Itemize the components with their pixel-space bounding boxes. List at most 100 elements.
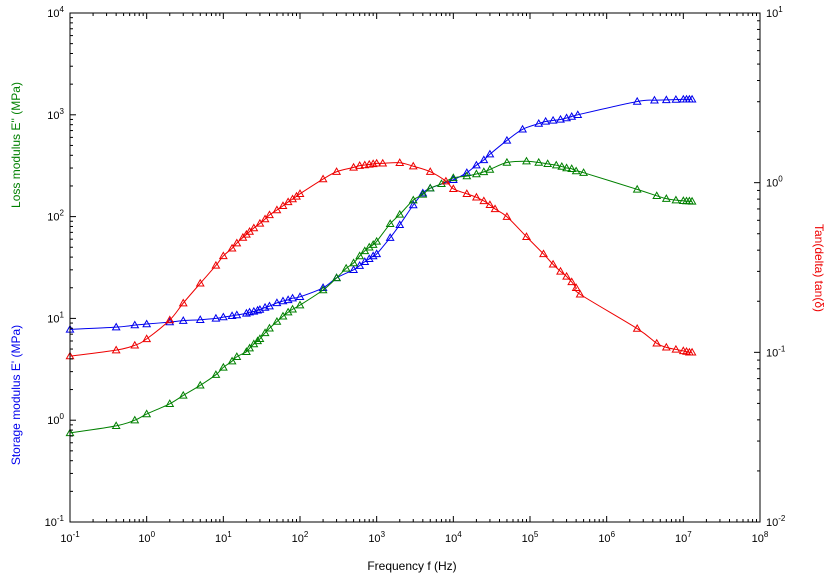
data-point-storage-modulus-e [211, 313, 221, 322]
data-point-loss-modulus-e [272, 317, 282, 325]
data-point-loss-modulus-e [165, 399, 175, 407]
data-point-storage-modulus-e [567, 111, 577, 120]
y-left-tick-label: 104 [47, 5, 64, 20]
data-point-loss-modulus-e [485, 164, 495, 173]
y-left-tick-label: 100 [47, 412, 64, 427]
data-point-tan-delta-tan [441, 176, 451, 185]
data-point-loss-modulus-e [687, 196, 697, 205]
data-point-tan-delta-tan [111, 345, 121, 354]
data-point-tan-delta-tan [671, 344, 681, 353]
data-point-loss-modulus-e [255, 334, 265, 343]
y-right-tick-label: 10-1 [766, 344, 786, 359]
data-point-tan-delta-tan [632, 323, 642, 332]
x-tick-label: 107 [675, 530, 692, 545]
y-right-tick-label: 100 [766, 175, 783, 190]
data-point-storage-modulus-e [548, 115, 558, 124]
data-point-loss-modulus-e [534, 157, 544, 166]
data-point-loss-modulus-e [278, 311, 288, 320]
data-point-tan-delta-tan [479, 196, 489, 205]
data-point-storage-modulus-e [573, 110, 583, 118]
data-point-loss-modulus-e [265, 323, 274, 332]
x-tick-label: 104 [445, 530, 462, 545]
data-point-loss-modulus-e [408, 195, 418, 204]
data-point-storage-modulus-e [218, 312, 228, 321]
x-tick-label: 106 [598, 530, 615, 545]
data-point-tan-delta-tan [355, 161, 365, 169]
data-point-storage-modulus-e [649, 95, 659, 104]
data-point-tan-delta-tan [485, 200, 495, 209]
data-point-loss-modulus-e [332, 273, 342, 282]
data-point-storage-modulus-e [479, 155, 489, 164]
data-point-tan-delta-tan [687, 347, 697, 356]
data-point-storage-modulus-e [502, 135, 512, 144]
data-point-loss-modulus-e [551, 160, 561, 169]
data-point-tan-delta-tan [292, 191, 301, 200]
data-point-storage-modulus-e [253, 305, 263, 314]
data-point-tan-delta-tan [142, 334, 152, 343]
data-point-tan-delta-tan [178, 298, 188, 307]
data-point-loss-modulus-e [364, 242, 374, 251]
data-point-storage-modulus-e [541, 116, 551, 125]
data-point-loss-modulus-e [462, 171, 472, 180]
y-left-tick-label: 103 [47, 107, 64, 122]
x-tick-label: 101 [215, 530, 232, 545]
axes-layer: 10-1 100 101 102 103 104 105 106 107 108 10-1 100 10… [45, 5, 786, 545]
data-point-loss-modulus-e [385, 219, 395, 227]
data-point-storage-modulus-e [471, 160, 481, 169]
data-point-tan-delta-tan [372, 158, 382, 167]
data-point-storage-modulus-e [241, 308, 251, 317]
y-left-tick-label: 10-1 [45, 514, 65, 529]
data-point-storage-modulus-e [385, 233, 395, 241]
data-point-storage-modulus-e [295, 292, 305, 300]
data-point-loss-modulus-e [567, 164, 577, 172]
data-point-tan-delta-tan [349, 162, 359, 171]
data-point-loss-modulus-e [142, 409, 152, 418]
data-point-tan-delta-tan [661, 342, 671, 351]
data-point-loss-modulus-e [341, 263, 351, 272]
data-point-storage-modulus-e [562, 113, 572, 122]
data-point-loss-modulus-e [218, 362, 228, 371]
x-axis-title: Frequency f (Hz) [367, 559, 456, 573]
x-tick-label: 102 [292, 530, 309, 545]
data-point-storage-modulus-e [408, 200, 418, 209]
data-point-tan-delta-tan [395, 158, 405, 166]
data-point-loss-modulus-e [579, 168, 589, 176]
data-point-loss-modulus-e [571, 166, 581, 175]
x-tick-label: 100 [138, 530, 155, 545]
data-point-tan-delta-tan [332, 167, 342, 175]
data-point-storage-modulus-e [448, 175, 458, 183]
data-point-tan-delta-tan [575, 289, 585, 298]
data-point-storage-modulus-e [372, 249, 382, 258]
plot-frame [69, 12, 761, 523]
data-point-loss-modulus-e [253, 336, 263, 345]
data-point-storage-modulus-e [130, 320, 140, 329]
data-point-tan-delta-tan [548, 259, 558, 268]
x-tick-label: 108 [752, 530, 769, 545]
data-point-loss-modulus-e [471, 169, 481, 178]
data-point-tan-delta-tan [556, 266, 565, 275]
series-line-tan-delta-tan [69, 162, 693, 357]
data-point-loss-modulus-e [288, 304, 298, 313]
data-point-storage-modulus-e [671, 95, 681, 103]
data-point-tan-delta-tan [539, 249, 548, 258]
data-point-loss-modulus-e [671, 195, 681, 204]
data-point-storage-modulus-e [142, 319, 152, 328]
x-tick-label: 103 [368, 530, 385, 545]
series-line-loss-modulus-e [69, 160, 693, 434]
data-point-tan-delta-tan [425, 167, 435, 175]
data-point-loss-modulus-e [543, 159, 553, 168]
data-point-tan-delta-tan [260, 214, 270, 223]
data-point-loss-modulus-e [661, 194, 671, 202]
data-point-storage-modulus-e [462, 168, 472, 176]
data-point-tan-delta-tan [471, 192, 481, 201]
data-point-loss-modulus-e [195, 380, 205, 389]
data-point-loss-modulus-e [448, 173, 458, 182]
data-point-tan-delta-tan [130, 340, 140, 349]
data-point-tan-delta-tan [272, 205, 282, 214]
data-point-tan-delta-tan [249, 223, 259, 232]
data-point-loss-modulus-e [295, 300, 305, 309]
data-point-storage-modulus-e [518, 124, 528, 133]
data-point-tan-delta-tan [408, 161, 418, 170]
data-point-tan-delta-tan [211, 260, 221, 269]
